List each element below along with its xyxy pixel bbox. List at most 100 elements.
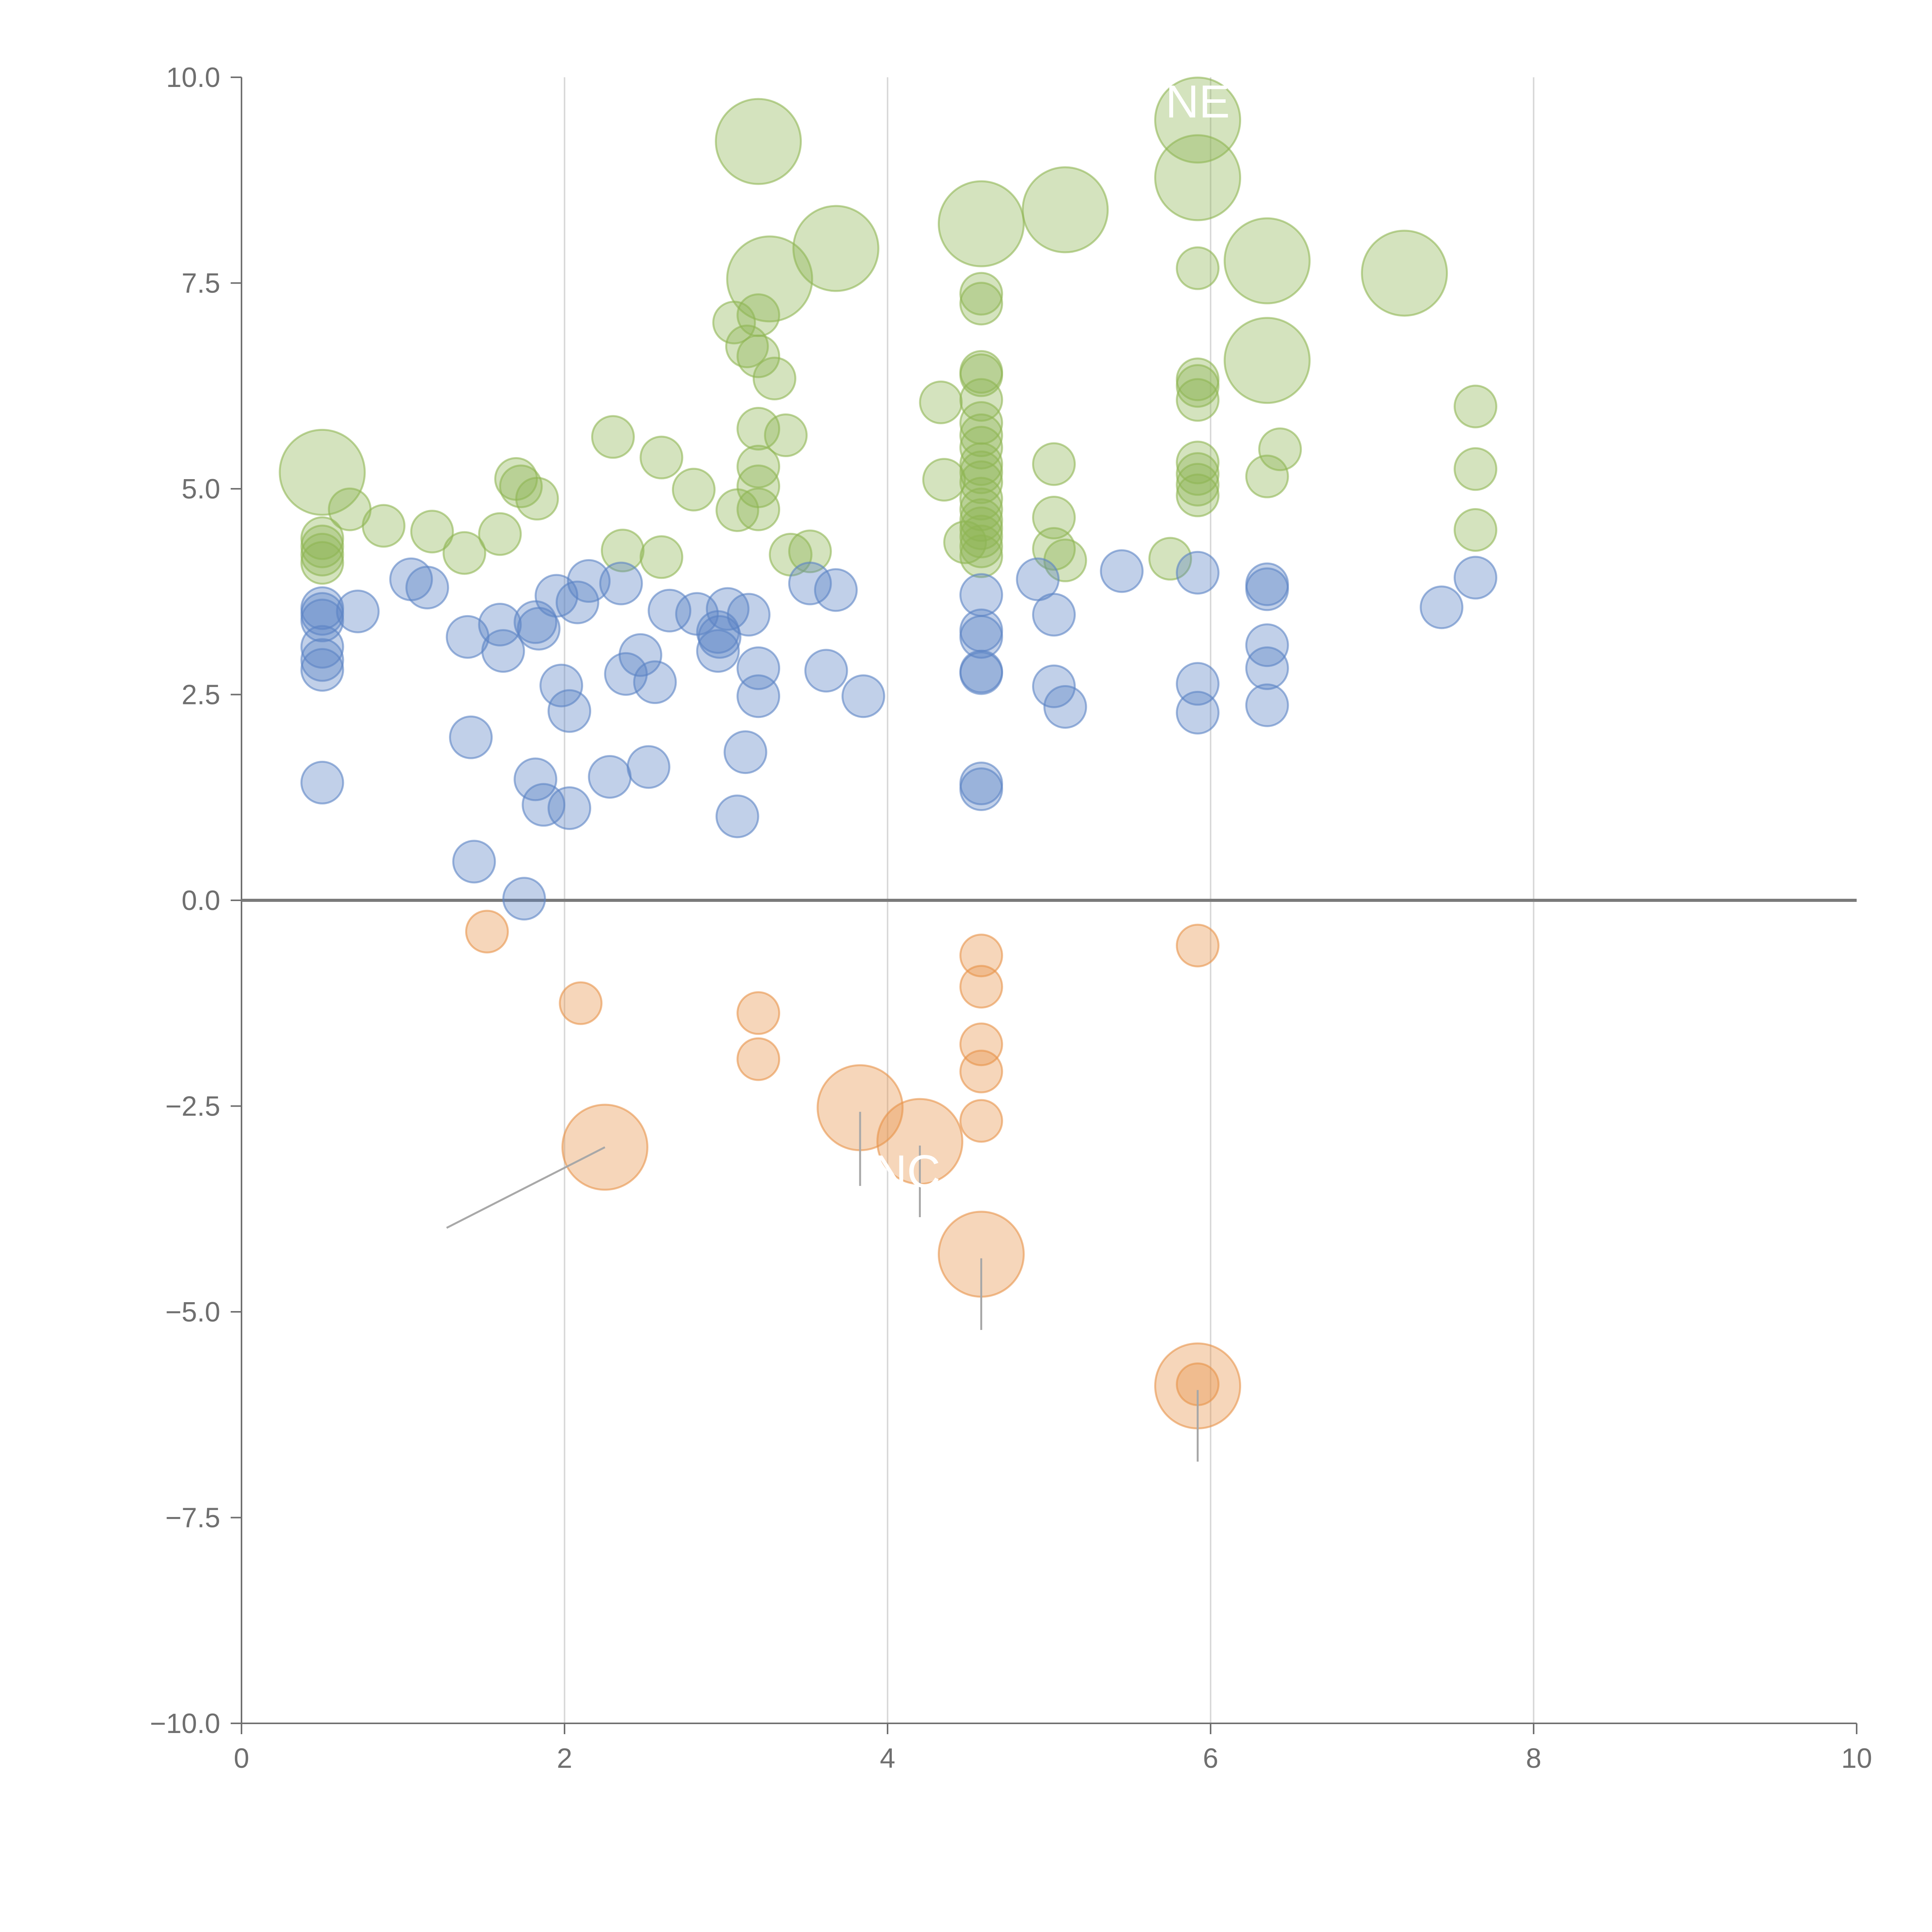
point-blue bbox=[449, 715, 493, 759]
point-orange bbox=[959, 1049, 1003, 1094]
point-green bbox=[919, 380, 963, 424]
point-blue bbox=[300, 648, 344, 692]
point-blue bbox=[1454, 556, 1498, 600]
point-green bbox=[959, 272, 1003, 316]
point-blue bbox=[502, 877, 546, 921]
point-green bbox=[1032, 442, 1076, 486]
point-green bbox=[736, 293, 781, 337]
point-blue bbox=[1245, 683, 1289, 727]
point-green bbox=[1176, 463, 1220, 507]
point-blue bbox=[567, 559, 611, 603]
point-blue bbox=[300, 638, 344, 682]
point-blue bbox=[1420, 585, 1464, 629]
point-blue bbox=[633, 660, 677, 704]
y-tick-label: −10.0 bbox=[150, 1708, 220, 1739]
point-green bbox=[279, 429, 366, 516]
point-green bbox=[959, 515, 1003, 559]
point-green bbox=[764, 413, 808, 457]
point-green bbox=[410, 510, 454, 554]
point-blue bbox=[599, 561, 643, 605]
y-tick-label: −7.5 bbox=[165, 1503, 220, 1534]
point-blue bbox=[548, 786, 592, 830]
point-orange bbox=[959, 1099, 1003, 1143]
point-green bbox=[959, 426, 1003, 469]
point-green bbox=[1361, 230, 1448, 317]
point-blue bbox=[804, 649, 848, 693]
point-blue bbox=[715, 794, 759, 838]
point-blue bbox=[736, 674, 781, 718]
point-green bbox=[788, 529, 832, 573]
point-blue bbox=[336, 589, 380, 633]
point-green bbox=[959, 378, 1003, 422]
point-green bbox=[1454, 508, 1498, 552]
point-green bbox=[792, 205, 879, 292]
x-tick-label: 0 bbox=[234, 1743, 249, 1774]
point-blue bbox=[959, 767, 1003, 811]
point-green bbox=[726, 235, 813, 323]
point-blue bbox=[300, 625, 344, 669]
point-blue bbox=[514, 757, 558, 801]
point-blue bbox=[814, 568, 858, 612]
point-orange bbox=[1176, 923, 1220, 968]
point-green bbox=[1454, 384, 1498, 429]
point-green bbox=[922, 458, 966, 502]
point-green bbox=[1258, 427, 1302, 471]
point-blue bbox=[1245, 646, 1289, 690]
point-blue bbox=[1100, 549, 1144, 593]
y-tick-label: −2.5 bbox=[165, 1091, 220, 1122]
point-green bbox=[1176, 473, 1220, 517]
annotation-label: NE bbox=[1165, 76, 1230, 128]
x-tick-label: 6 bbox=[1203, 1743, 1218, 1774]
point-green bbox=[959, 524, 1003, 568]
point-orange bbox=[559, 981, 603, 1025]
point-green bbox=[672, 468, 716, 512]
point-green bbox=[959, 282, 1003, 326]
point-blue bbox=[1176, 551, 1220, 595]
point-orange bbox=[465, 910, 509, 954]
point-green bbox=[362, 504, 406, 548]
point-blue bbox=[723, 730, 767, 774]
point-blue bbox=[697, 615, 742, 659]
annotation-label: NC bbox=[873, 1146, 940, 1197]
point-green bbox=[1176, 246, 1220, 290]
point-orange bbox=[736, 1037, 781, 1081]
point-orange bbox=[959, 1022, 1003, 1066]
point-blue bbox=[959, 615, 1003, 659]
point-green bbox=[752, 357, 796, 401]
y-tick-label: −5.0 bbox=[165, 1297, 220, 1328]
point-blue bbox=[539, 663, 583, 707]
point-blue bbox=[841, 674, 885, 718]
point-blue bbox=[588, 755, 632, 799]
point-green bbox=[736, 487, 781, 531]
point-blue bbox=[1176, 690, 1220, 735]
point-blue bbox=[300, 599, 344, 643]
point-green bbox=[959, 534, 1003, 578]
point-green bbox=[1022, 166, 1109, 253]
points-layer bbox=[279, 77, 1498, 1430]
y-tick-label: 0.0 bbox=[182, 885, 220, 916]
y-tick-label: 7.5 bbox=[182, 268, 220, 299]
axes-layer: 10.0 7.5 5.0 2.5 0.0 −2.5 −5.0 −7.5 −10.0 0 2 4 6 8 10 bbox=[150, 62, 1872, 1774]
point-blue bbox=[548, 689, 592, 733]
point-green bbox=[515, 477, 559, 521]
point-orange bbox=[736, 991, 781, 1035]
x-tick-label: 8 bbox=[1526, 1743, 1541, 1774]
point-blue bbox=[1245, 567, 1289, 611]
annotation-layer: NE NC bbox=[446, 76, 1230, 1462]
point-green bbox=[1032, 496, 1076, 540]
point-blue bbox=[727, 593, 771, 637]
point-blue bbox=[555, 580, 599, 624]
point-green bbox=[1223, 317, 1311, 404]
point-green bbox=[715, 98, 802, 185]
point-green bbox=[442, 531, 486, 575]
point-green bbox=[959, 487, 1003, 531]
point-green bbox=[1148, 537, 1192, 581]
point-blue bbox=[300, 760, 344, 804]
point-blue bbox=[788, 561, 832, 605]
annotation-leader-line bbox=[446, 1146, 605, 1229]
point-green bbox=[478, 512, 522, 556]
y-tick-label: 10.0 bbox=[166, 62, 220, 93]
x-tick-label: 2 bbox=[557, 1743, 572, 1774]
